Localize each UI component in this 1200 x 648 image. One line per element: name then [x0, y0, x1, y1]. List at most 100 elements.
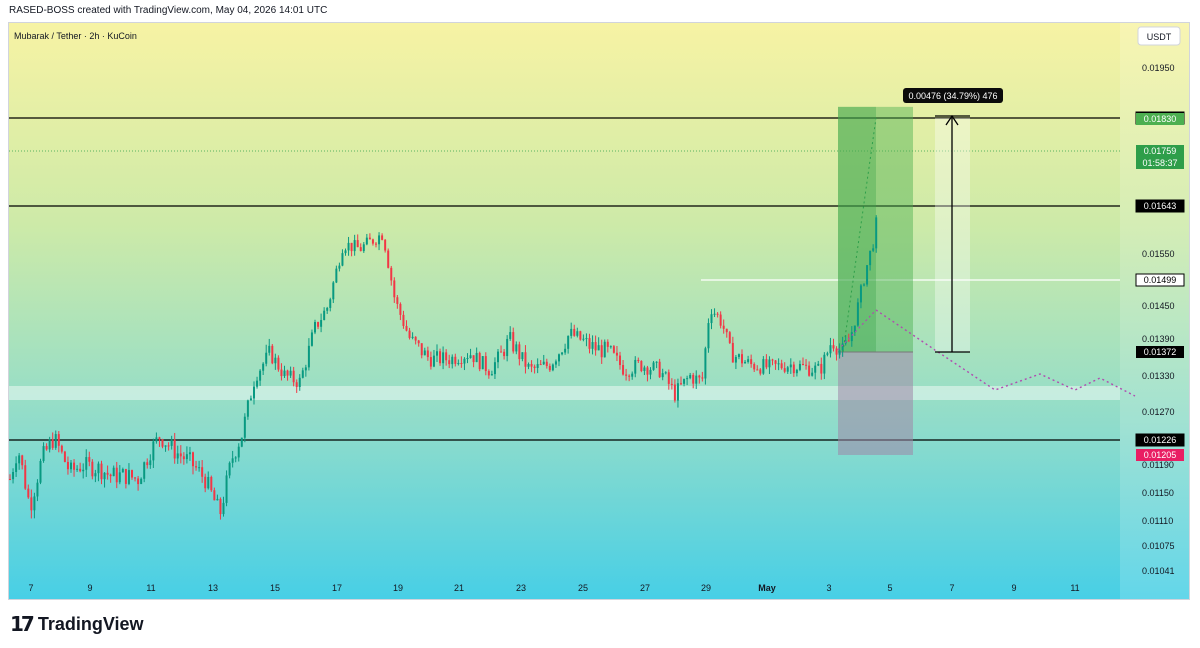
candle-body	[335, 268, 338, 283]
candle-body	[478, 352, 481, 370]
candle-body	[689, 374, 692, 379]
candle-body	[786, 367, 789, 372]
candle-body	[240, 437, 243, 447]
target-diagonal	[842, 117, 877, 353]
candle-body	[771, 359, 774, 361]
candle-body	[387, 250, 390, 268]
candle-body	[225, 475, 228, 503]
candle-body	[567, 335, 570, 349]
candle-body	[124, 469, 127, 484]
price-label-text: 0.01205	[1144, 450, 1177, 460]
candle-body	[448, 360, 451, 365]
candle-body	[274, 357, 277, 364]
candle-body	[350, 242, 353, 252]
candle-body	[741, 354, 743, 364]
candle-body	[548, 365, 551, 371]
candle-body	[36, 482, 39, 497]
price-scale-background	[1120, 23, 1189, 599]
candle-body	[48, 439, 51, 450]
candle-body	[317, 322, 320, 327]
candle-body	[542, 361, 545, 365]
candle-body	[554, 361, 557, 365]
candle-body	[149, 460, 152, 466]
candle-body	[756, 369, 759, 371]
candle-body	[246, 400, 249, 417]
candle-body	[798, 363, 801, 370]
candle-body	[420, 343, 423, 356]
candle-body	[521, 352, 524, 360]
x-tick-label: 11	[1070, 583, 1079, 593]
candle-body	[82, 469, 85, 472]
x-tick-label: 19	[393, 583, 403, 593]
candle-body	[670, 383, 673, 385]
candle-body	[582, 338, 585, 340]
candle-body	[33, 496, 36, 511]
y-tick-label: 0.01950	[1142, 63, 1175, 73]
candle-body	[619, 355, 621, 366]
candle-body	[640, 361, 643, 371]
candle-body	[63, 451, 66, 462]
candle-body	[173, 439, 176, 459]
candle-body	[695, 375, 698, 384]
candle-body	[265, 352, 268, 364]
candle-body	[564, 348, 567, 353]
candle-body	[707, 323, 710, 349]
price-label-tag	[1136, 346, 1184, 358]
projection-start	[837, 309, 877, 351]
candle-body	[765, 359, 768, 368]
candle-body	[805, 364, 808, 366]
candle-body	[469, 355, 472, 359]
candle-body	[131, 470, 133, 478]
x-tick-label: 3	[826, 583, 831, 593]
candle-body	[70, 462, 72, 470]
candle-body	[146, 462, 149, 466]
candle-body	[243, 416, 246, 438]
candle-body	[359, 247, 362, 252]
tradingview-logo[interactable]: 17 TradingView	[10, 612, 144, 636]
candle-body	[365, 237, 368, 245]
measure-label-box	[903, 88, 1003, 103]
candle-body	[161, 439, 164, 447]
candle-body	[808, 365, 811, 376]
candle-body	[375, 243, 377, 245]
candle-body	[298, 377, 301, 387]
candle-body	[701, 377, 704, 379]
candle-body	[591, 342, 594, 349]
candle-body	[393, 280, 396, 298]
x-tick-label: 17	[332, 583, 342, 593]
candle-body	[9, 479, 11, 480]
x-tick-label: 25	[578, 583, 588, 593]
candle-body	[213, 490, 216, 501]
candle-body	[57, 434, 60, 446]
candle-body	[384, 239, 387, 251]
support-zone	[9, 386, 1120, 400]
x-tick-label: 9	[1011, 583, 1016, 593]
x-tick-label: 11	[146, 583, 155, 593]
candle-body	[838, 350, 841, 355]
candle-body	[628, 375, 631, 377]
candle-body	[134, 477, 137, 479]
currency-box	[1137, 26, 1181, 46]
candle-body	[155, 437, 158, 442]
candle-body	[304, 367, 307, 371]
candle-body	[875, 217, 878, 249]
candle-body	[30, 497, 33, 511]
chart-background	[9, 23, 1120, 599]
candle-body	[792, 364, 795, 374]
x-tick-label: 5	[887, 583, 892, 593]
candle-body	[21, 455, 24, 466]
candle-body	[100, 463, 103, 480]
candle-body	[182, 456, 185, 460]
candle-body	[817, 363, 820, 366]
candle-body	[664, 372, 667, 374]
candle-body	[487, 371, 490, 376]
candle-body	[210, 476, 213, 491]
candle-body	[768, 359, 771, 368]
candle-body	[170, 439, 173, 446]
candle-body	[51, 439, 54, 448]
candle-body	[558, 354, 560, 362]
candle-body	[195, 466, 198, 468]
candle-body	[112, 467, 115, 477]
candle-body	[597, 345, 600, 351]
